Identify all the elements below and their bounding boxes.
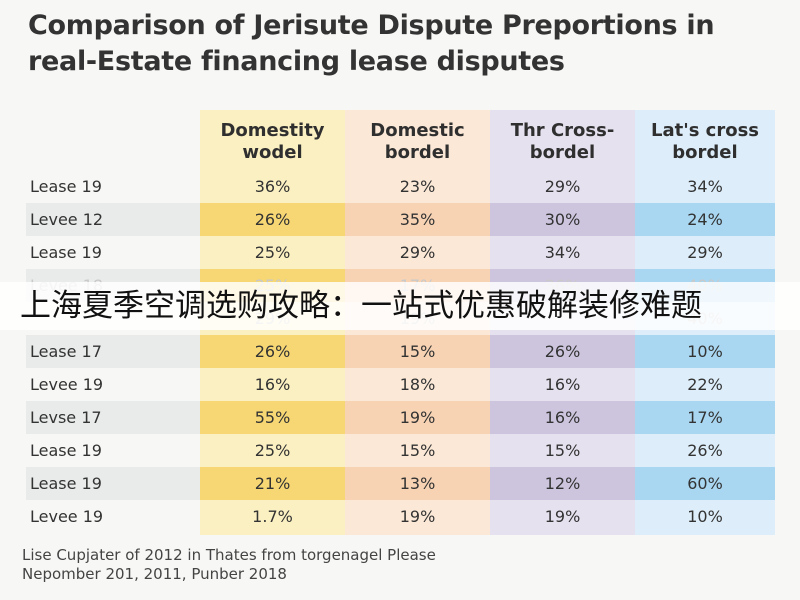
table-cell: 29% (399, 243, 436, 262)
table-cell: 18% (399, 375, 436, 394)
table-cell: 1.7% (252, 507, 293, 526)
table-cell: 36% (254, 177, 291, 196)
footnote-text: Lise Cupjater of 2012 in Thates from tor… (22, 546, 436, 583)
row-label: Lease 19 (30, 441, 102, 460)
table-row: Lease 19 25% 15% 15% 26% (0, 434, 800, 467)
footnote: Lise Cupjater of 2012 in Thates from tor… (22, 546, 742, 584)
table-cell: 10% (635, 335, 775, 368)
table-cell: 19% (345, 401, 490, 434)
overlay-caption: 上海夏季空调选购攻略：一站式优惠破解装修难题 (20, 288, 702, 324)
table-cell: 22% (687, 375, 723, 394)
table-cell: 12% (490, 467, 635, 500)
column-header: Thr Cross-bordel (510, 120, 615, 163)
table-row: Levee 19 1.7% 19% 19% 10% (0, 500, 800, 533)
table-row: Lease 19 21% 13% 12% 60% (0, 467, 800, 500)
table-cell: 24% (635, 203, 775, 236)
table-cell: 15% (544, 441, 581, 460)
table-cell: 26% (200, 335, 345, 368)
table-row: Levee 19 16% 18% 16% 22% (0, 368, 800, 401)
row-label: Lease 17 (30, 342, 102, 361)
table-row: Levse 17 55% 19% 16% 17% (0, 401, 800, 434)
table-cell: 16% (254, 375, 291, 394)
table-cell: 25% (254, 243, 291, 262)
table-cell: 29% (687, 243, 723, 262)
table-cell: 21% (200, 467, 345, 500)
table-cell: 23% (399, 177, 436, 196)
column-header: Domestity wodel (220, 120, 325, 163)
table-cell: 26% (200, 203, 345, 236)
table-cell: 26% (687, 441, 723, 460)
table-cell: 34% (544, 243, 581, 262)
column-header: Lat's cross bordel (650, 120, 760, 163)
row-label: Lease 19 (30, 474, 102, 493)
table-cell: 10% (687, 507, 723, 526)
table-cell: 15% (399, 441, 436, 460)
row-label: Levse 17 (30, 408, 102, 427)
chart-title: Comparison of Jerisute Dispute Preportio… (28, 10, 715, 77)
row-label: Levee 12 (30, 210, 104, 229)
banner-overlay (0, 282, 800, 330)
row-label: Lease 19 (30, 177, 102, 196)
table-cell: 35% (345, 203, 490, 236)
row-label: Levee 19 (30, 375, 104, 394)
table-row: Levee 12 26% 35% 30% 24% (0, 203, 800, 236)
table-cell: 55% (200, 401, 345, 434)
table-cell: 30% (490, 203, 635, 236)
table-cell: 15% (345, 335, 490, 368)
table-cell: 60% (635, 467, 775, 500)
table-cell: 19% (399, 507, 436, 526)
table-row: Lease 19 36% 23% 29% 34% (0, 170, 800, 203)
row-label: Levee 19 (30, 507, 104, 526)
table-row: Lease 17 26% 15% 26% 10% (0, 335, 800, 368)
row-label: Lease 19 (30, 243, 102, 262)
table-cell: 26% (490, 335, 635, 368)
table-cell: 25% (254, 441, 291, 460)
table-cell: 29% (544, 177, 581, 196)
table-cell: 19% (544, 507, 581, 526)
data-table: Domestity wodel Domestic bordel Thr Cros… (0, 110, 800, 535)
table-cell: 16% (544, 375, 581, 394)
table-row: Lease 19 25% 29% 34% 29% (0, 236, 800, 269)
table-cell: 16% (490, 401, 635, 434)
table-cell: 13% (345, 467, 490, 500)
column-header: Domestic bordel (370, 120, 465, 163)
table-cell: 17% (635, 401, 775, 434)
table-cell: 34% (687, 177, 723, 196)
